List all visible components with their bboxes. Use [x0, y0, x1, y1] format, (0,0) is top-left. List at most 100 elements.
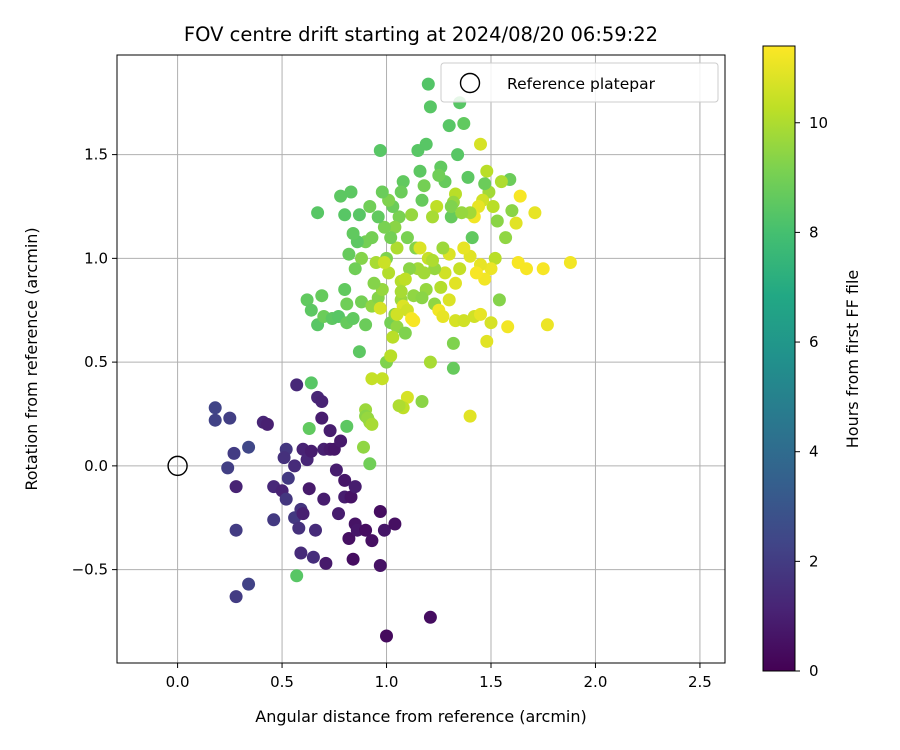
data-point — [229, 590, 243, 604]
data-point — [373, 144, 387, 157]
data-point — [340, 419, 354, 433]
data-point — [442, 293, 456, 307]
data-point — [221, 461, 235, 475]
x-tick-label: 2.0 — [584, 673, 608, 691]
y-tick-label: 0.5 — [84, 353, 108, 371]
data-point — [436, 241, 450, 255]
data-point — [509, 216, 523, 230]
data-point — [279, 492, 293, 506]
data-point — [505, 204, 519, 218]
data-point — [365, 417, 379, 431]
data-point — [432, 168, 446, 182]
data-point — [400, 390, 414, 404]
data-point — [490, 214, 504, 228]
data-point — [277, 451, 291, 465]
data-point — [315, 411, 329, 425]
data-point — [474, 137, 487, 151]
data-point — [342, 247, 356, 261]
y-axis-ticks: −0.5 0.0 0.5 1.0 1.5 — [72, 146, 117, 579]
data-point — [304, 303, 318, 317]
x-tick-label: 0.0 — [166, 673, 190, 691]
data-point — [396, 175, 410, 189]
data-point — [377, 220, 391, 234]
data-point — [365, 534, 379, 548]
y-tick-label: −0.5 — [72, 561, 108, 579]
data-point — [229, 523, 243, 537]
colorbar-tick-label: 6 — [809, 333, 819, 351]
data-point — [457, 241, 471, 255]
data-point — [390, 241, 404, 255]
data-point — [394, 185, 408, 199]
data-point — [438, 266, 452, 280]
x-tick-label: 2.5 — [688, 673, 712, 691]
data-point — [384, 231, 398, 245]
data-point — [413, 164, 427, 178]
data-point — [415, 291, 429, 305]
data-point — [388, 517, 402, 531]
data-point — [405, 208, 419, 222]
data-point — [423, 610, 437, 624]
data-point — [413, 241, 427, 255]
data-point — [415, 193, 429, 207]
data-point — [465, 231, 479, 245]
data-point — [417, 179, 431, 193]
data-point — [394, 285, 408, 299]
data-point — [499, 231, 513, 245]
data-point — [292, 521, 306, 535]
data-point — [494, 175, 508, 189]
reference-platepar-marker — [167, 455, 188, 477]
colorbar-tick-label: 8 — [809, 223, 819, 241]
data-point — [288, 459, 302, 473]
data-point — [260, 417, 274, 431]
data-point — [392, 399, 406, 413]
data-point — [417, 266, 431, 280]
data-point — [411, 144, 425, 157]
data-point — [346, 552, 360, 566]
data-point — [319, 556, 333, 570]
data-point — [403, 262, 416, 276]
data-point — [388, 220, 402, 234]
data-point — [344, 185, 358, 199]
x-tick-label: 1.5 — [479, 673, 503, 691]
data-point — [434, 280, 448, 294]
data-point — [436, 310, 450, 323]
legend-reference-marker — [459, 72, 481, 94]
data-point — [323, 424, 337, 438]
reference-marker-group — [167, 455, 188, 477]
data-point — [563, 256, 577, 269]
y-tick-label: 1.5 — [84, 146, 108, 164]
data-point — [338, 473, 352, 487]
data-point — [227, 446, 241, 460]
data-point — [302, 422, 316, 435]
data-point — [400, 231, 414, 245]
data-point — [373, 301, 387, 315]
colorbar-tick-label: 2 — [809, 552, 819, 570]
data-point — [315, 289, 329, 303]
data-point — [457, 117, 471, 130]
data-point — [359, 318, 373, 332]
data-point — [444, 200, 458, 213]
data-point — [513, 189, 527, 203]
data-point — [421, 77, 435, 91]
data-point — [208, 401, 222, 415]
data-point — [304, 376, 318, 390]
data-point — [344, 490, 358, 504]
data-point — [484, 262, 498, 276]
data-point — [332, 507, 345, 521]
data-point — [290, 569, 304, 583]
data-point — [469, 266, 483, 280]
data-point — [365, 372, 379, 386]
colorbar: 0 2 4 6 8 10 Hours from first FF file — [762, 45, 862, 680]
colorbar-gradient — [762, 45, 796, 672]
y-axis-title: Rotation from reference (arcmin) — [22, 227, 41, 490]
data-point — [375, 372, 389, 386]
legend: Reference platepar — [440, 62, 719, 103]
legend-entry-reference: Reference platepar — [507, 75, 656, 93]
data-point — [373, 559, 387, 572]
data-point — [352, 208, 366, 222]
data-point — [300, 293, 314, 307]
data-point — [306, 550, 320, 564]
colorbar-ticks: 0 2 4 6 8 10 — [795, 114, 828, 680]
data-point — [380, 629, 393, 643]
